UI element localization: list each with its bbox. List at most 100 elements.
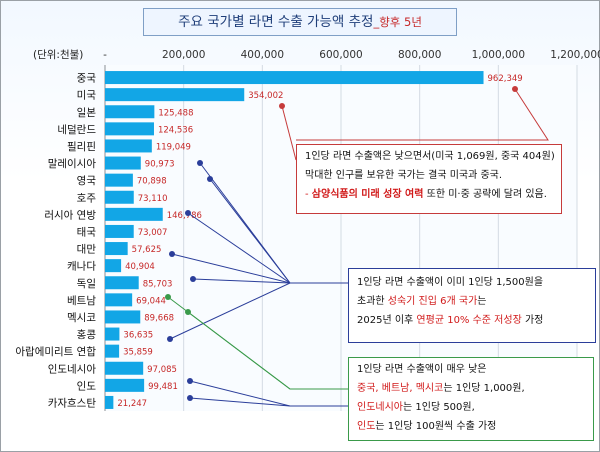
category-label: 호주 xyxy=(77,192,97,204)
note3-line2-b: 는 1인당 1,000원, xyxy=(443,383,525,394)
value-label: 962,349 xyxy=(488,74,523,84)
value-label: 125,488 xyxy=(158,108,193,118)
note-low-markets: 1인당 라면 수출액이 매우 낮은 중국, 베트남, 멕시코는 1인당 1,00… xyxy=(348,357,594,441)
bar xyxy=(105,190,134,204)
note2-line3-a: 2025년 이후 xyxy=(357,315,417,326)
bar xyxy=(105,156,141,170)
value-label: 69,044 xyxy=(136,296,166,306)
note-usa-china: 1인당 라면 수출액은 낮으면서(미국 1,069원, 중국 404원) 막대한… xyxy=(296,144,562,214)
value-label: 90,973 xyxy=(145,160,175,170)
connector-low-blue xyxy=(189,397,348,407)
category-label: 중국 xyxy=(77,73,97,85)
value-label: 85,703 xyxy=(143,279,173,289)
note-mature-markets: 1인당 라면 수출액이 이미 1인당 1,500원을 초과한 성숙기 진입 6개… xyxy=(348,268,596,343)
note3-line4-a: 인도 xyxy=(357,421,376,432)
category-label: 러시아 연방 xyxy=(44,209,96,221)
bar xyxy=(105,378,145,392)
note2-line3-c: 가정 xyxy=(521,315,544,326)
connector-dot xyxy=(512,86,518,92)
bar xyxy=(105,71,484,85)
category-label: 말레이시아 xyxy=(48,158,97,170)
category-label: 필리핀 xyxy=(67,141,96,153)
title-suffix: _향후 5년 xyxy=(373,15,422,29)
value-label: 124,536 xyxy=(158,125,193,135)
category-label: 멕시코 xyxy=(67,312,96,324)
chart-title: 주요 국가별 라면 수출 가능액 추정_향후 5년 xyxy=(143,8,457,36)
bar xyxy=(105,395,114,409)
value-label: 73,110 xyxy=(138,194,168,204)
connector-low-green xyxy=(187,311,348,390)
bar xyxy=(105,207,163,221)
category-label: 홍콩 xyxy=(77,328,97,341)
note2-line2-c: 는 xyxy=(477,296,487,307)
value-label: 40,904 xyxy=(125,262,155,272)
note2-line2: 초과한 성숙기 진입 6개 국가는 xyxy=(357,292,587,311)
bar xyxy=(105,105,155,119)
connector-mature xyxy=(169,282,348,340)
category-label: 영국 xyxy=(77,175,97,187)
x-tick-label: 1,200,000 xyxy=(550,49,600,61)
bar xyxy=(105,276,139,290)
connector-dot xyxy=(279,103,285,109)
x-tick-label: 200,000 xyxy=(162,49,205,61)
value-label: 36,635 xyxy=(123,331,153,341)
note3-line3-b: 는 1인당 500원, xyxy=(403,402,475,413)
category-label: 인도네시아 xyxy=(48,363,97,375)
value-label: 73,007 xyxy=(138,228,168,238)
value-label: 21,247 xyxy=(117,399,147,409)
bar xyxy=(105,259,122,273)
category-label: 일본 xyxy=(77,106,97,119)
unit-label: (단위:천불) xyxy=(33,48,83,61)
category-label: 인도 xyxy=(77,380,97,392)
note1-line3-c: 또한 미·중 공략에 달려 있음. xyxy=(423,189,547,200)
note3-line2: 중국, 베트남, 멕시코는 1인당 1,000원, xyxy=(357,379,585,398)
note3-line3: 인도네시아는 1인당 500원, xyxy=(357,398,585,417)
connector-usa xyxy=(281,105,297,161)
bar xyxy=(105,173,133,187)
x-tick-label: 600,000 xyxy=(319,49,362,61)
note1-line3-b: 삼양식품의 미래 성장 여력 xyxy=(311,189,424,200)
note3-line1: 1인당 라면 수출액이 매우 낮은 xyxy=(357,364,487,375)
value-label: 354,002 xyxy=(248,91,283,101)
note2-line2-b: 성숙기 진입 6개 국가 xyxy=(387,296,478,307)
value-label: 57,625 xyxy=(132,245,162,255)
category-label: 베트남 xyxy=(67,295,96,307)
note3-line2-a: 중국, 베트남, 멕시코 xyxy=(357,383,444,394)
category-label: 대만 xyxy=(77,244,97,256)
note2-line1: 1인당 라면 수출액이 이미 1인당 1,500원을 xyxy=(357,277,544,288)
value-label: 89,668 xyxy=(144,313,174,323)
bar xyxy=(105,361,144,375)
note1-line3-a: - xyxy=(305,189,312,200)
value-label: 119,049 xyxy=(156,142,191,152)
x-tick-label: 400,000 xyxy=(241,49,284,61)
category-label: 캐나다 xyxy=(67,261,96,273)
note1-line3: - 삼양식품의 미래 성장 여력 또한 미·중 공략에 달려 있음. xyxy=(305,185,553,204)
note3-line4: 인도는 1인당 100원씩 수출 가정 xyxy=(357,417,585,436)
value-label: 146,786 xyxy=(167,211,202,221)
category-label: 독일 xyxy=(77,277,96,290)
note2-line2-a: 초과한 xyxy=(357,296,388,307)
note3-line4-b: 는 1인당 100원씩 수출 가정 xyxy=(375,421,497,432)
note2-line3-b: 연평균 10% 수준 저성장 xyxy=(416,315,522,326)
bar xyxy=(105,139,152,153)
x-tick-label: - xyxy=(103,49,107,61)
value-label: 70,898 xyxy=(137,177,167,187)
bar xyxy=(105,88,245,102)
category-label: 네덜란드 xyxy=(57,124,96,136)
bar xyxy=(105,310,141,324)
bar xyxy=(105,327,120,341)
x-tick-label: 1,000,000 xyxy=(472,49,525,61)
bar xyxy=(105,242,128,256)
x-tick-label: 800,000 xyxy=(398,49,441,61)
value-label: 35,859 xyxy=(123,348,153,358)
note1-line1: 1인당 라면 수출액은 낮으면서(미국 1,069원, 중국 404원) xyxy=(305,151,555,162)
value-label: 97,085 xyxy=(147,365,177,375)
category-label: 아랍에미리트 연합 xyxy=(15,345,96,358)
connector-china xyxy=(296,88,549,141)
category-label: 카자흐스탄 xyxy=(48,397,97,409)
note1-line2: 막대한 인구를 보유한 국가는 결국 미국과 중국. xyxy=(305,170,503,181)
bar xyxy=(105,122,154,136)
title-main: 주요 국가별 라면 수출 가능액 추정 xyxy=(178,14,374,30)
category-label: 태국 xyxy=(77,226,97,238)
